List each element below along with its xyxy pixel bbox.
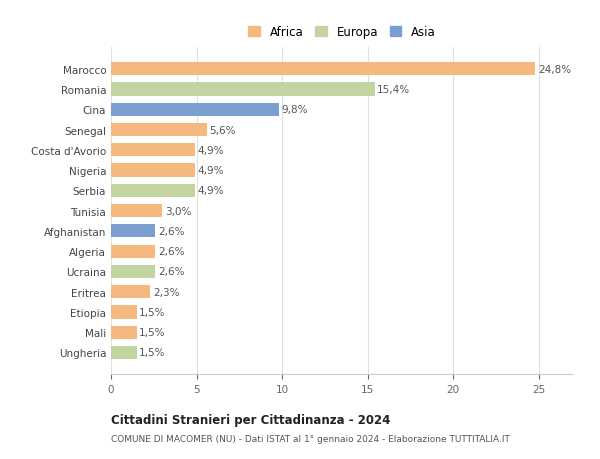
Bar bbox=[111, 326, 137, 339]
Text: 2,3%: 2,3% bbox=[153, 287, 179, 297]
Text: 4,9%: 4,9% bbox=[197, 146, 224, 156]
Bar bbox=[111, 83, 374, 96]
Bar bbox=[111, 245, 155, 258]
Text: 24,8%: 24,8% bbox=[538, 65, 571, 74]
Bar bbox=[111, 144, 195, 157]
Text: 4,9%: 4,9% bbox=[197, 166, 224, 176]
Legend: Africa, Europa, Asia: Africa, Europa, Asia bbox=[244, 22, 440, 44]
Bar bbox=[111, 103, 278, 117]
Text: COMUNE DI MACOMER (NU) - Dati ISTAT al 1° gennaio 2024 - Elaborazione TUTTITALIA: COMUNE DI MACOMER (NU) - Dati ISTAT al 1… bbox=[111, 434, 510, 443]
Text: 4,9%: 4,9% bbox=[197, 186, 224, 196]
Bar bbox=[111, 346, 137, 359]
Bar bbox=[111, 265, 155, 278]
Bar bbox=[111, 185, 195, 197]
Text: Cittadini Stranieri per Cittadinanza - 2024: Cittadini Stranieri per Cittadinanza - 2… bbox=[111, 413, 391, 426]
Bar bbox=[111, 306, 137, 319]
Text: 2,6%: 2,6% bbox=[158, 226, 185, 236]
Text: 15,4%: 15,4% bbox=[377, 85, 410, 95]
Text: 2,6%: 2,6% bbox=[158, 246, 185, 257]
Text: 1,5%: 1,5% bbox=[139, 307, 166, 317]
Text: 1,5%: 1,5% bbox=[139, 348, 166, 358]
Text: 3,0%: 3,0% bbox=[165, 206, 191, 216]
Bar bbox=[111, 285, 151, 299]
Text: 1,5%: 1,5% bbox=[139, 327, 166, 337]
Bar bbox=[111, 164, 195, 177]
Bar bbox=[111, 225, 155, 238]
Bar bbox=[111, 205, 163, 218]
Text: 2,6%: 2,6% bbox=[158, 267, 185, 277]
Bar bbox=[111, 63, 535, 76]
Text: 5,6%: 5,6% bbox=[209, 125, 236, 135]
Bar bbox=[111, 123, 207, 137]
Text: 9,8%: 9,8% bbox=[281, 105, 308, 115]
